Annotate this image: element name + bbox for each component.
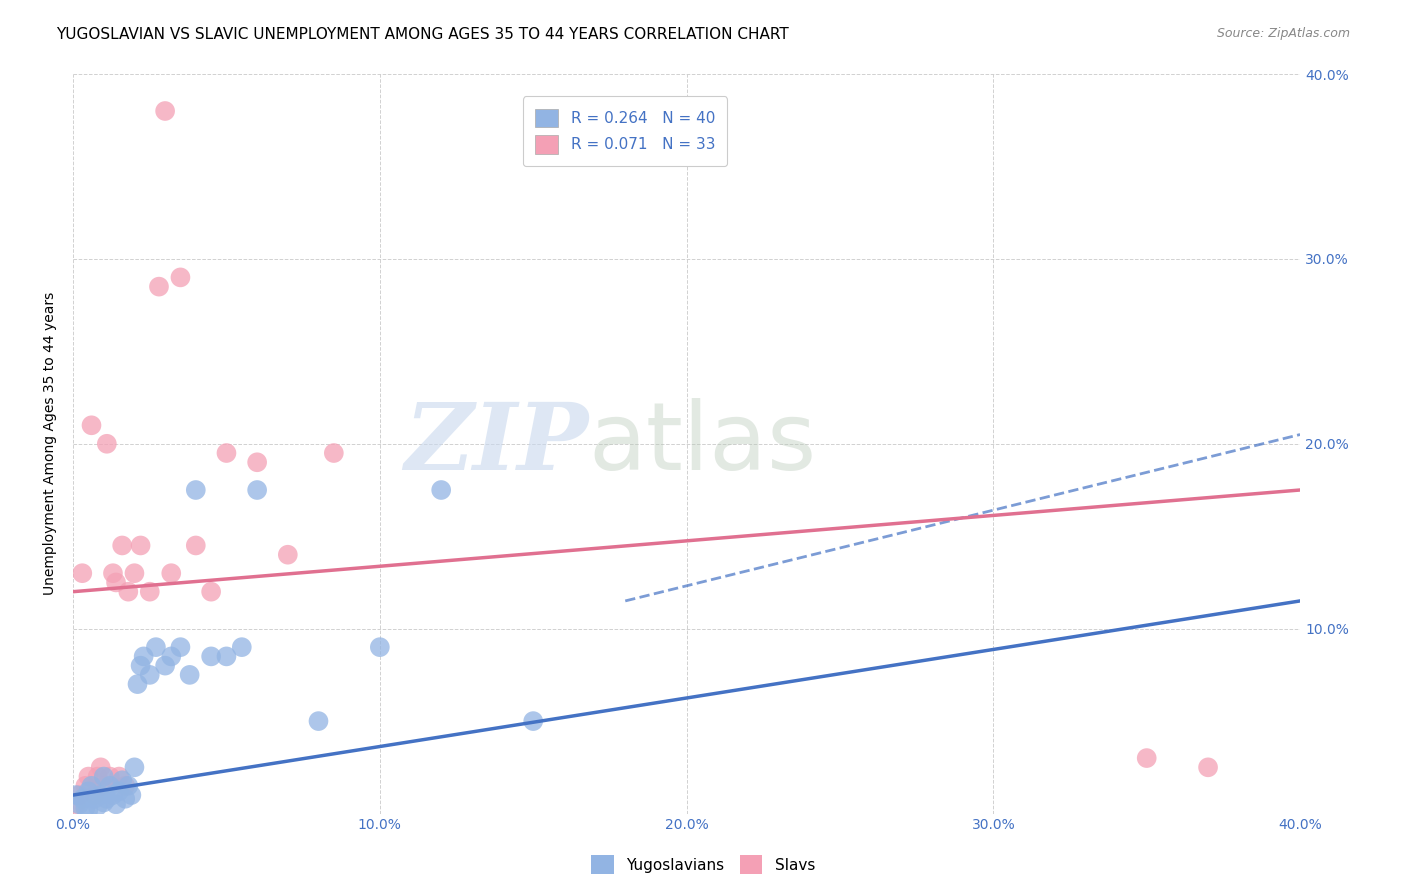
Point xyxy=(1197,760,1219,774)
Text: Source: ZipAtlas.com: Source: ZipAtlas.com xyxy=(1216,27,1350,40)
Point xyxy=(169,640,191,655)
Point xyxy=(1136,751,1159,765)
Point xyxy=(124,566,146,581)
Point xyxy=(160,649,183,664)
Point xyxy=(129,658,152,673)
Legend: R = 0.264   N = 40, R = 0.071   N = 33: R = 0.264 N = 40, R = 0.071 N = 33 xyxy=(523,96,727,166)
Point xyxy=(184,539,207,553)
Point xyxy=(111,539,134,553)
Point xyxy=(200,584,222,599)
Point xyxy=(108,784,131,798)
Point xyxy=(129,539,152,553)
Text: atlas: atlas xyxy=(589,398,817,490)
Point xyxy=(153,103,176,118)
Point xyxy=(93,770,115,784)
Point xyxy=(80,418,103,433)
Point xyxy=(77,803,100,817)
Point xyxy=(430,483,453,497)
Point xyxy=(127,677,149,691)
Point xyxy=(308,714,330,728)
Point xyxy=(65,797,87,812)
Point xyxy=(117,584,139,599)
Point xyxy=(117,779,139,793)
Point xyxy=(98,779,121,793)
Point xyxy=(86,770,108,784)
Point xyxy=(114,791,136,805)
Point xyxy=(139,584,162,599)
Point xyxy=(139,668,162,682)
Legend: Yugoslavians, Slavs: Yugoslavians, Slavs xyxy=(585,849,821,880)
Point xyxy=(101,788,124,802)
Point xyxy=(90,760,112,774)
Point xyxy=(148,279,170,293)
Point xyxy=(215,446,238,460)
Point xyxy=(231,640,253,655)
Point xyxy=(145,640,167,655)
Point xyxy=(96,791,118,805)
Point xyxy=(105,575,128,590)
Point xyxy=(200,649,222,664)
Point xyxy=(522,714,544,728)
Point xyxy=(80,779,103,793)
Point xyxy=(169,270,191,285)
Point xyxy=(160,566,183,581)
Point xyxy=(77,784,100,798)
Point xyxy=(67,797,90,812)
Point xyxy=(93,796,115,810)
Point xyxy=(215,649,238,664)
Point xyxy=(114,779,136,793)
Point xyxy=(101,566,124,581)
Point xyxy=(83,788,105,802)
Point xyxy=(83,791,105,805)
Point xyxy=(105,797,128,812)
Point xyxy=(120,788,142,802)
Text: YUGOSLAVIAN VS SLAVIC UNEMPLOYMENT AMONG AGES 35 TO 44 YEARS CORRELATION CHART: YUGOSLAVIAN VS SLAVIC UNEMPLOYMENT AMONG… xyxy=(56,27,789,42)
Point xyxy=(184,483,207,497)
Point xyxy=(153,658,176,673)
Text: ZIP: ZIP xyxy=(404,399,589,489)
Point xyxy=(98,770,121,784)
Point xyxy=(72,566,94,581)
Point xyxy=(277,548,299,562)
Y-axis label: Unemployment Among Ages 35 to 44 years: Unemployment Among Ages 35 to 44 years xyxy=(44,293,58,595)
Point xyxy=(86,799,108,814)
Point xyxy=(72,791,94,805)
Point xyxy=(132,649,155,664)
Point xyxy=(67,788,90,802)
Point xyxy=(124,760,146,774)
Point xyxy=(75,801,97,815)
Point xyxy=(322,446,344,460)
Point xyxy=(93,779,115,793)
Point xyxy=(77,770,100,784)
Point xyxy=(96,437,118,451)
Point xyxy=(111,773,134,788)
Point xyxy=(368,640,391,655)
Point xyxy=(246,483,269,497)
Point xyxy=(179,668,201,682)
Point xyxy=(108,770,131,784)
Point xyxy=(75,779,97,793)
Point xyxy=(90,788,112,802)
Point xyxy=(65,788,87,802)
Point xyxy=(246,455,269,469)
